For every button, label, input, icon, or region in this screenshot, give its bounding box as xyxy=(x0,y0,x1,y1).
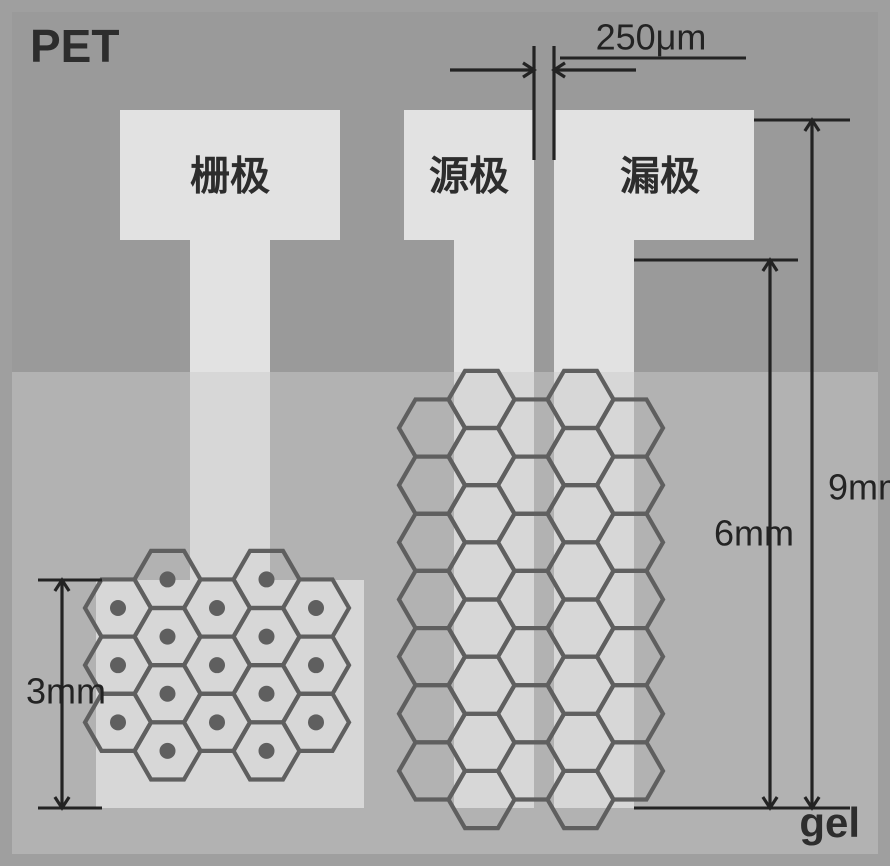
diagram-root: 栅极 源极 漏极 PET gel 250μm 9mm 6mm 3mm xyxy=(0,0,890,866)
label-gap: 250μm xyxy=(596,17,707,58)
label-gel: gel xyxy=(799,799,860,846)
label-6mm: 6mm xyxy=(714,513,794,554)
gate-stem-upper xyxy=(190,240,270,372)
label-pet: PET xyxy=(30,20,119,72)
diagram-svg: 栅极 源极 漏极 PET gel 250μm 9mm 6mm 3mm xyxy=(0,0,890,866)
label-drain: 漏极 xyxy=(620,155,700,199)
label-gate: 栅极 xyxy=(190,155,270,199)
drain-stem-upper xyxy=(554,240,634,372)
label-3mm: 3mm xyxy=(26,671,106,712)
label-9mm: 9mm xyxy=(828,467,890,508)
label-source: 源极 xyxy=(429,155,509,199)
source-stem-upper xyxy=(454,240,534,372)
